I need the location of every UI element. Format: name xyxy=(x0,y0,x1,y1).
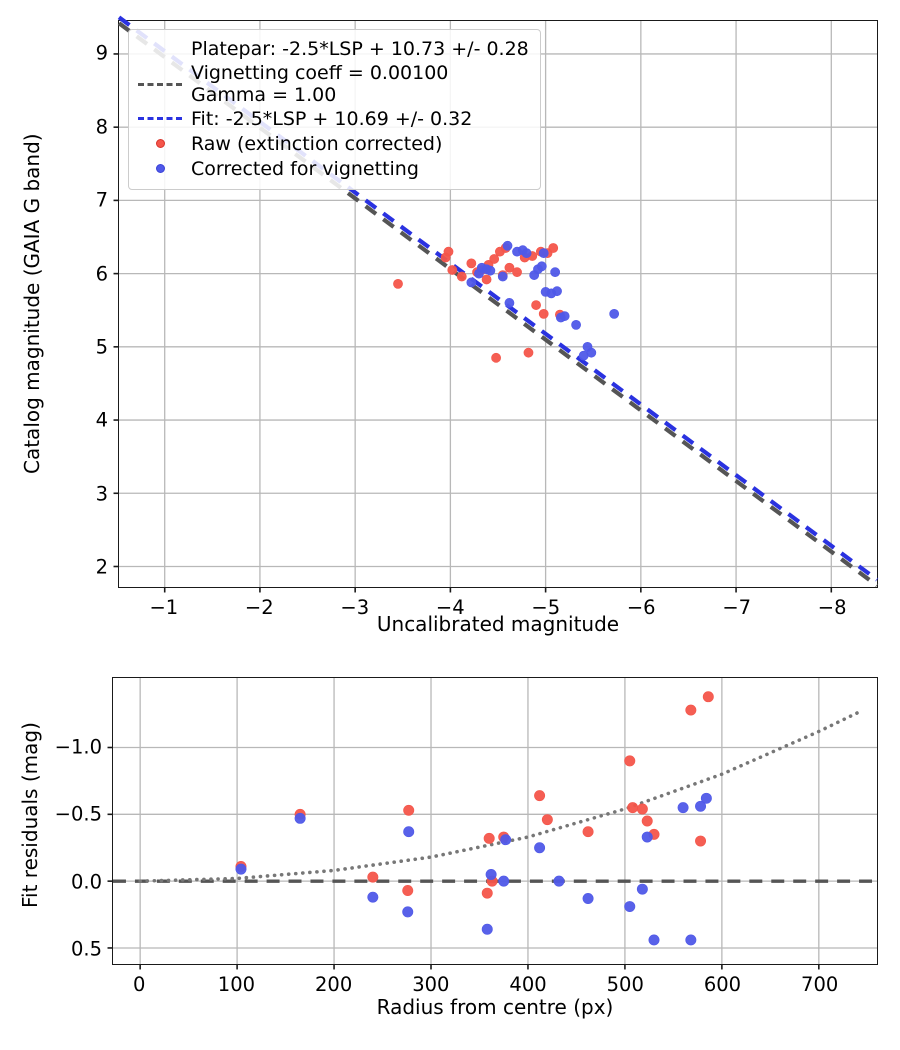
legend-handle-dashed-gray-line xyxy=(138,74,182,94)
residuals-y-tick: −1.0 xyxy=(54,735,102,759)
calibration-y-tick: 9 xyxy=(95,41,108,65)
calibration-plot-canvas xyxy=(113,15,879,593)
residuals-x-tick: 600 xyxy=(703,973,742,996)
dashed-gray-line-icon xyxy=(138,82,182,86)
residuals-plot-canvas xyxy=(107,678,877,970)
residuals-plot-axes xyxy=(107,677,878,970)
legend-handle-blue-dot xyxy=(138,159,182,179)
residuals-x-tick: 100 xyxy=(217,973,256,996)
legend-entry-raw: Raw (extinction corrected) xyxy=(138,131,529,156)
legend-label-vignetting: Vignetting coeff = 0.00100 Gamma = 1.00 xyxy=(191,62,449,107)
calibration-x-tick: −8 xyxy=(817,596,847,619)
blue-dot-icon xyxy=(155,164,165,174)
calibration-y-tick: 5 xyxy=(95,335,108,359)
red-dot-icon xyxy=(155,139,165,149)
legend-entry-corrected: Corrected for vignetting xyxy=(138,156,529,181)
calibration-x-tick: −5 xyxy=(531,596,561,619)
legend-label-fit: Fit: -2.5*LSP + 10.69 +/- 0.32 xyxy=(191,107,473,130)
calibration-y-tick: 2 xyxy=(95,555,108,579)
residuals-x-tick: 500 xyxy=(606,973,644,996)
legend-entry-fit: Fit: -2.5*LSP + 10.69 +/- 0.32 xyxy=(138,106,529,131)
legend-label-corrected: Corrected for vignetting xyxy=(191,157,419,180)
calibration-x-tick: −6 xyxy=(626,596,656,619)
dashed-blue-line-icon xyxy=(138,117,182,121)
residuals-x-tick: 300 xyxy=(412,973,450,996)
calibration-y-tick: 7 xyxy=(95,188,108,212)
calibration-x-tick: −3 xyxy=(340,596,370,619)
calibration-legend: Platepar: -2.5*LSP + 10.73 +/- 0.28 Vign… xyxy=(128,29,541,191)
legend-label-raw: Raw (extinction corrected) xyxy=(191,132,443,155)
residuals-x-tick: 200 xyxy=(315,973,353,996)
legend-entry-vignetting: Vignetting coeff = 0.00100 Gamma = 1.00 xyxy=(138,62,529,106)
calibration-y-axis-title: Catalog magnitude (GAIA G band) xyxy=(20,133,44,474)
residuals-y-tick: −0.5 xyxy=(54,802,102,826)
calibration-y-tick: 3 xyxy=(95,482,108,506)
legend-label-platepar: Platepar: -2.5*LSP + 10.73 +/- 0.28 xyxy=(191,38,529,61)
calibration-y-tick: 8 xyxy=(95,114,108,138)
legend-handle-red-dot xyxy=(138,134,182,154)
residuals-y-tick: 0.0 xyxy=(70,869,102,893)
calibration-x-axis-title: Uncalibrated magnitude xyxy=(376,612,620,636)
residuals-x-tick: 700 xyxy=(801,973,839,996)
residuals-x-axis-title: Radius from centre (px) xyxy=(376,995,614,1019)
calibration-y-tick: 4 xyxy=(95,408,108,432)
calibration-x-tick: −2 xyxy=(244,596,274,619)
calibration-x-tick: −7 xyxy=(722,596,752,619)
residuals-x-tick: 400 xyxy=(509,973,547,996)
calibration-y-tick: 6 xyxy=(95,261,108,285)
residuals-y-tick: 0.5 xyxy=(70,937,102,961)
legend-handle-dashed-blue-line xyxy=(138,109,182,129)
legend-handle-none xyxy=(138,40,182,60)
calibration-x-tick: −4 xyxy=(435,596,465,619)
calibration-x-tick: −1 xyxy=(149,596,179,619)
legend-entry-platepar: Platepar: -2.5*LSP + 10.73 +/- 0.28 xyxy=(138,37,529,62)
residuals-x-tick: 0 xyxy=(132,973,146,996)
residuals-y-axis-title: Fit residuals (mag) xyxy=(18,722,42,908)
